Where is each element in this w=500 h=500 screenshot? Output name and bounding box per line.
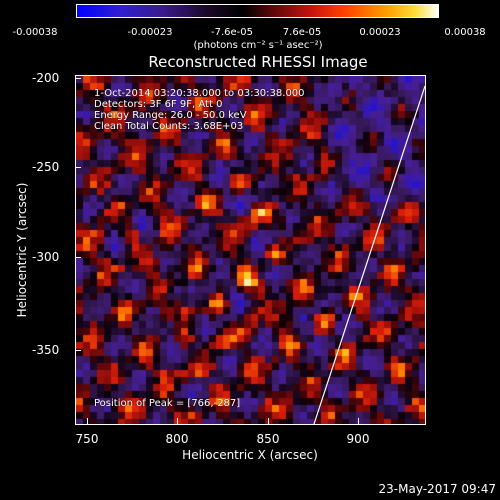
x-tick-label: 900 xyxy=(346,432,370,446)
y-tick-label: -250 xyxy=(32,160,60,174)
detectors-info: Detectors: 3F 6F 9F, Att 0 xyxy=(94,99,223,110)
colorbar-unit: (photons cm⁻² s⁻¹ asec⁻²) xyxy=(193,40,323,51)
y-axis-label: Heliocentric Y (arcsec) xyxy=(15,182,29,318)
colorbar-tick: -0.00023 xyxy=(127,27,173,38)
x-tick-label: 850 xyxy=(256,432,280,446)
solar-image: 1-Oct-2014 03:20:38.000 to 03:30:38.000 … xyxy=(75,75,426,425)
y-tick-label: -350 xyxy=(32,343,60,357)
x-tick-mark xyxy=(358,418,359,424)
x-tick-label: 750 xyxy=(75,432,99,446)
limb-line xyxy=(313,85,425,424)
time-range: 1-Oct-2014 03:20:38.000 to 03:30:38.000 xyxy=(94,88,305,99)
colorbar-tick: 0.00023 xyxy=(359,27,401,38)
x-tick-mark xyxy=(268,418,269,424)
timestamp: 23-May-2017 09:47 xyxy=(378,482,496,496)
energy-range: Energy Range: 26.0 - 50.0 keV xyxy=(94,110,247,121)
y-tick-label: -200 xyxy=(32,71,60,85)
colorbar-tick: -0.00038 xyxy=(12,27,58,38)
y-tick-mark xyxy=(75,350,81,351)
x-tick-mark xyxy=(87,418,88,424)
plot-title: Reconstructed RHESSI Image xyxy=(148,53,368,71)
colorbar-tick: 7.6e-05 xyxy=(282,27,322,38)
x-tick-mark xyxy=(177,418,178,424)
clean-counts: Clean Total Counts: 3.68E+03 xyxy=(94,121,244,132)
y-tick-label: -300 xyxy=(32,250,60,264)
colorbar xyxy=(76,4,439,18)
colorbar-tick: -7.6e-05 xyxy=(211,27,253,38)
peak-position: Position of Peak = [766,-287] xyxy=(94,398,241,409)
rhessi-image-canvas xyxy=(76,76,425,424)
x-tick-label: 800 xyxy=(165,432,189,446)
x-axis-label: Heliocentric X (arcsec) xyxy=(182,448,318,462)
y-tick-mark xyxy=(75,78,81,79)
colorbar-tick: 0.00038 xyxy=(444,27,486,38)
y-tick-mark xyxy=(75,257,81,258)
y-tick-mark xyxy=(75,167,81,168)
